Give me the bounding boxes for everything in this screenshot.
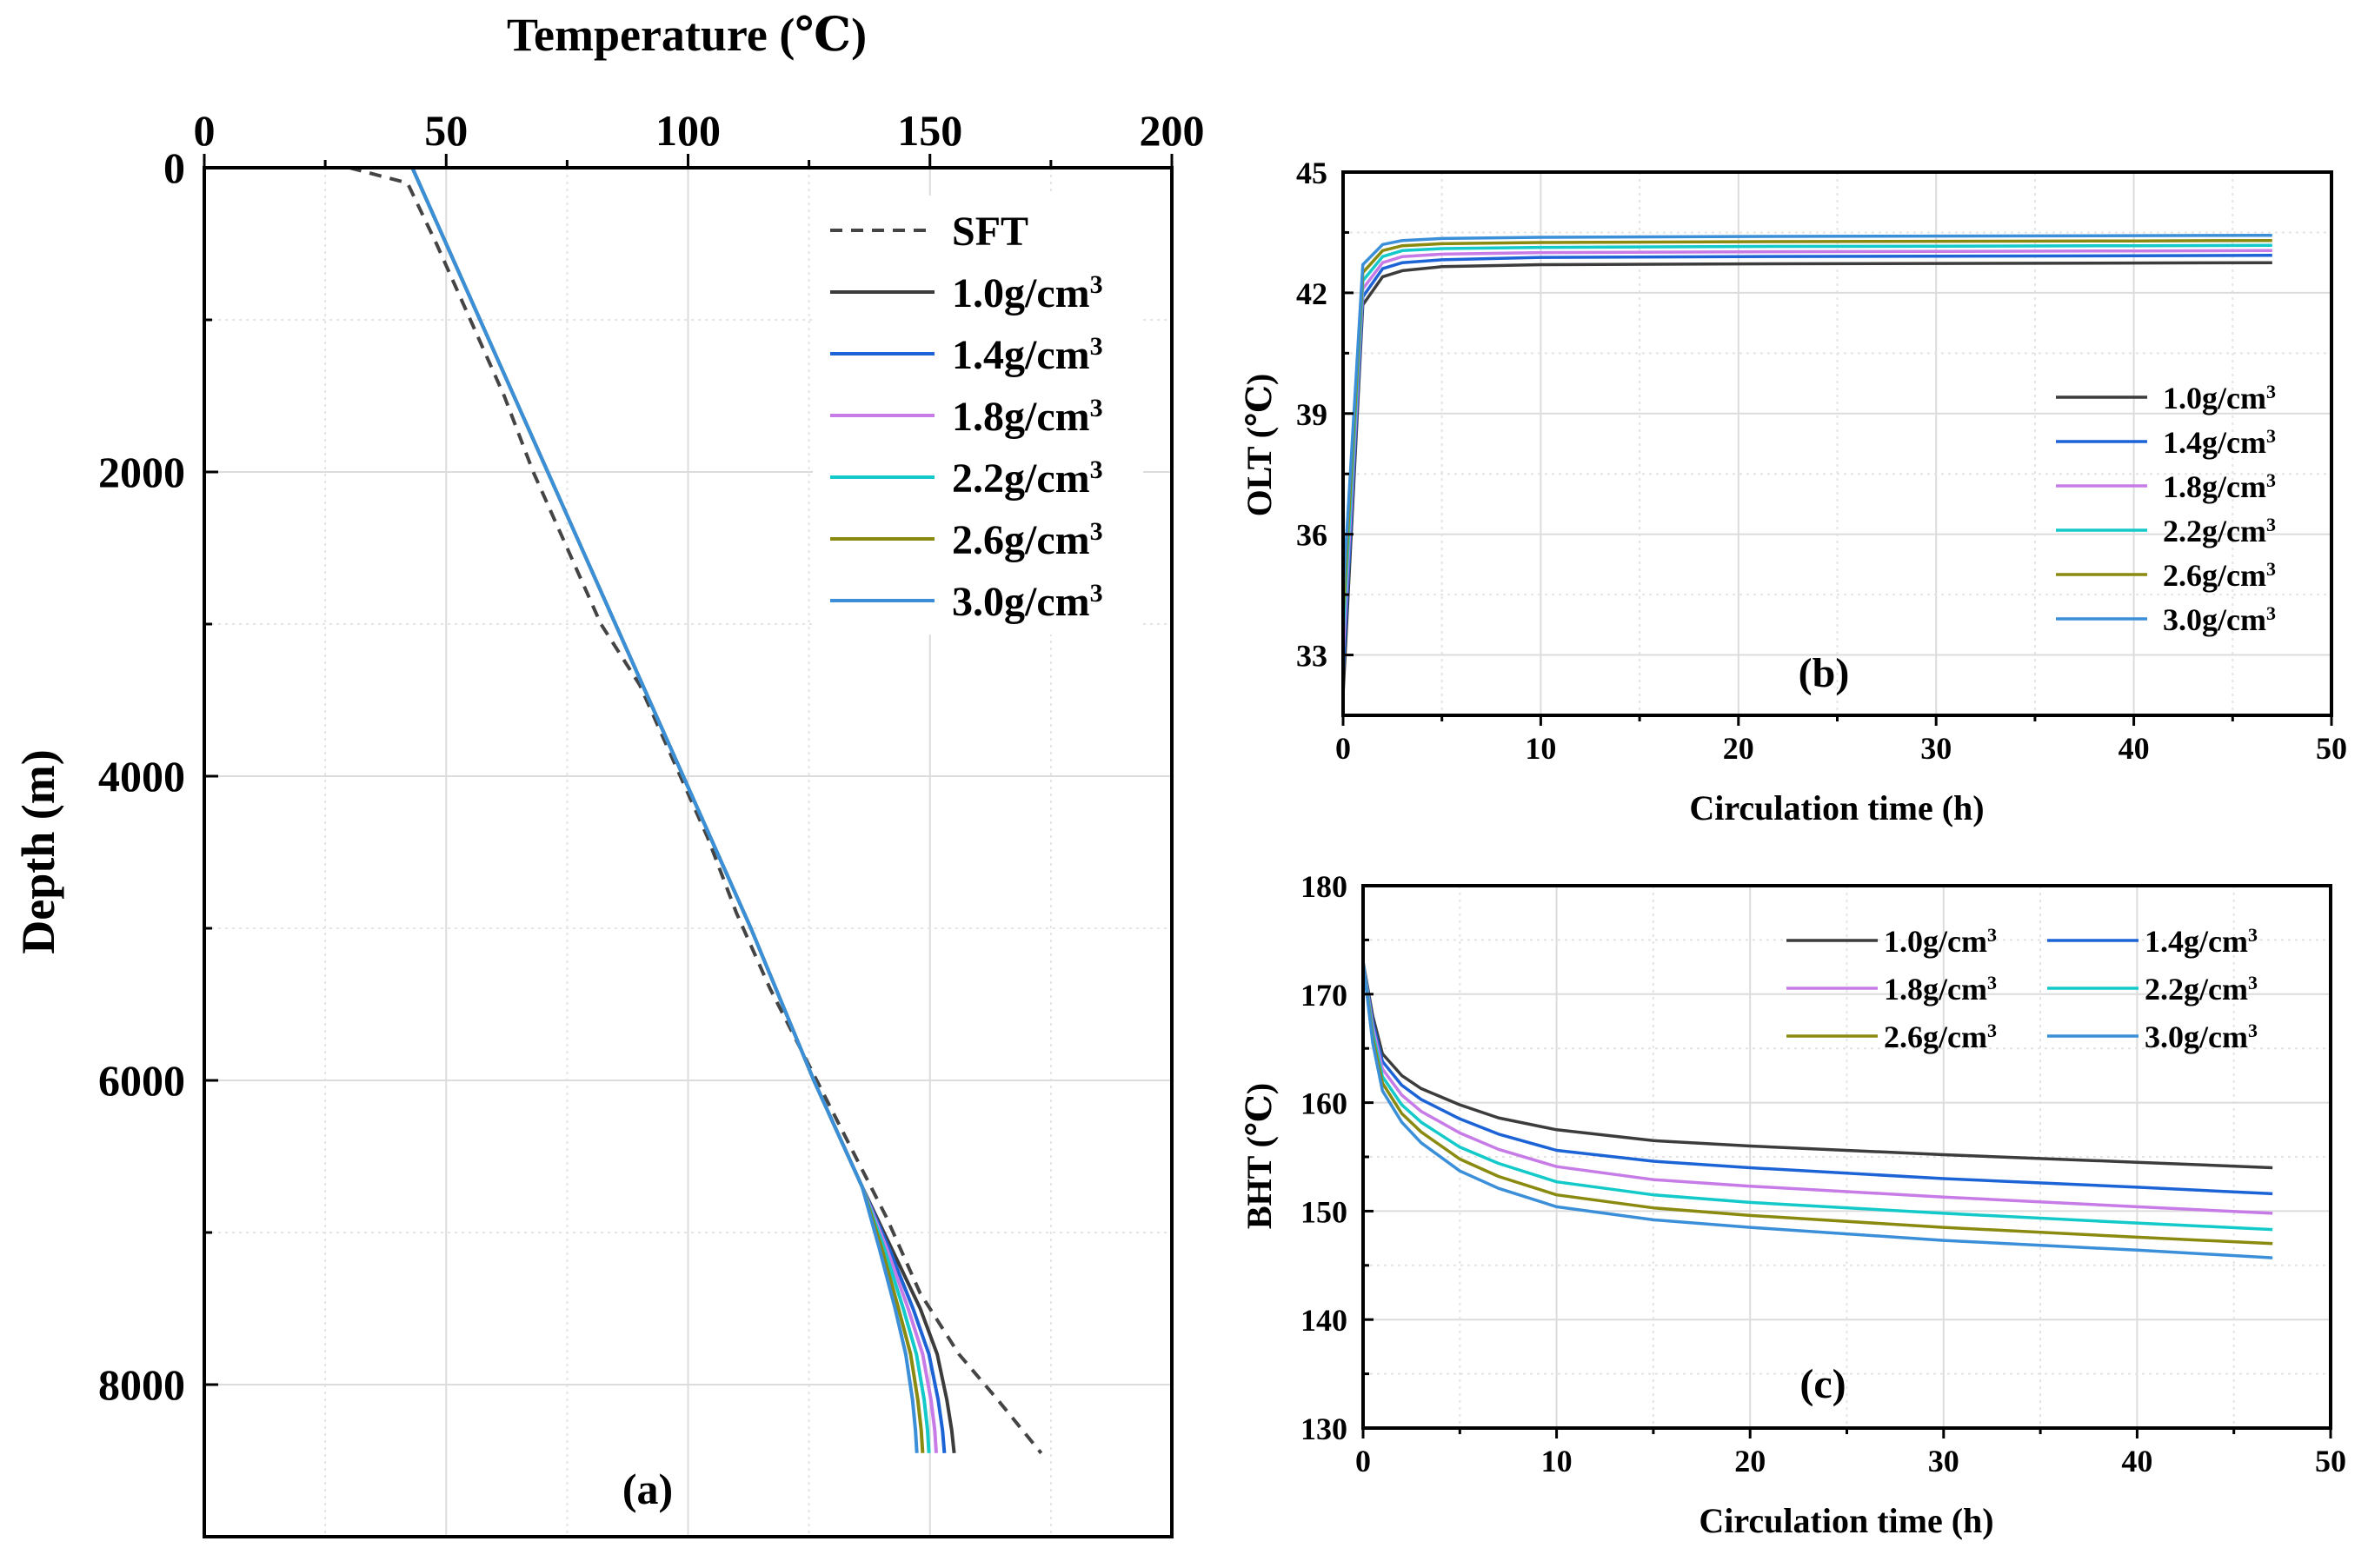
x-axis-title-c: Circulation time (h) <box>1699 1501 1993 1540</box>
x-tick-label-c: 20 <box>1734 1444 1766 1478</box>
legend-label-1-2: 1.8g/cm3 <box>2163 469 2276 505</box>
legend-label-2-3: 2.2g/cm3 <box>2145 972 2258 1007</box>
legend-label-1-5: 3.0g/cm3 <box>2163 602 2276 638</box>
legend-label-0-4: 2.2g/cm3 <box>952 455 1103 502</box>
x-tick-label-b: 20 <box>1723 731 1754 766</box>
legend-label-1-1: 1.4g/cm3 <box>2163 425 2276 461</box>
panel-label-b: (b) <box>1799 650 1850 696</box>
series-line-c-4 <box>1361 961 2273 1246</box>
y-tick-label-a: 6000 <box>98 1056 185 1105</box>
x-tick-label-b: 10 <box>1525 731 1556 766</box>
series-line-c-1 <box>1361 961 2273 1196</box>
legend-label-1-4: 2.6g/cm3 <box>2163 558 2276 594</box>
y-tick-label-a: 4000 <box>98 752 185 801</box>
series-line-b-5 <box>1341 233 2272 595</box>
y-tick-label-b: 33 <box>1296 639 1327 674</box>
x-tick-label-b: 40 <box>2119 731 2150 766</box>
legend-b: 1.0g/cm3 1.4g/cm3 1.8g/cm3 2.2g/cm3 2.6g/cm3… <box>2056 381 2276 638</box>
ticks-b: 0 10 20 30 40 50 33 36 39 42 45 <box>1296 156 2347 766</box>
series-line-a-0 <box>349 166 1043 1455</box>
legend-c: 1.0g/cm3 1.4g/cm3 1.8g/cm3 2.2g/cm3 2.6g/cm3… <box>1786 924 2258 1055</box>
legend-label-2-0: 1.0g/cm3 <box>1884 924 1997 960</box>
series-line-b-3 <box>1341 243 2272 635</box>
x-axis-title-a: Temperature (℃) <box>507 9 867 61</box>
x-tick-label-c: 50 <box>2315 1444 2346 1478</box>
y-tick-label-b: 39 <box>1296 397 1327 432</box>
panel-b: 0 10 20 30 40 50 33 36 39 42 45 Circulation time (… <box>1240 156 2347 827</box>
legend-label-0-5: 2.6g/cm3 <box>952 517 1103 564</box>
legend-label-0-6: 3.0g/cm3 <box>952 579 1103 626</box>
y-tick-label-c: 140 <box>1300 1303 1347 1338</box>
series-c <box>1361 961 2273 1259</box>
series-line-c-5 <box>1361 961 2273 1259</box>
legend-label-2-1: 1.4g/cm3 <box>2145 924 2258 960</box>
legend-label-1-3: 2.2g/cm3 <box>2163 514 2276 549</box>
series-line-b-0 <box>1341 261 2272 695</box>
panel-label-a: (a) <box>622 1465 673 1513</box>
y-tick-label-c: 180 <box>1300 869 1347 904</box>
legend-label-0-2: 1.4g/cm3 <box>952 332 1103 379</box>
y-tick-label-b: 42 <box>1296 276 1327 311</box>
y-tick-label-c: 170 <box>1300 978 1347 1013</box>
panel-label-c: (c) <box>1799 1361 1846 1407</box>
series-a <box>349 166 1043 1455</box>
legend-a: SFT 1.0g/cm3 1.4g/cm3 1.8g/cm3 2.2g/cm3 2.6g/… <box>813 196 1143 635</box>
x-tick-label-b: 0 <box>1335 731 1351 766</box>
x-tick-label-c: 0 <box>1355 1444 1371 1478</box>
ticks-c: 0 10 20 30 40 50 130 140 150 160 170 180 <box>1300 869 2346 1478</box>
grid-a <box>204 168 1172 1537</box>
x-tick-label-a: 200 <box>1140 106 1205 155</box>
series-line-c-2 <box>1361 961 2273 1215</box>
legend-label-0-1: 1.0g/cm3 <box>952 270 1103 317</box>
x-tick-label-b: 50 <box>2316 731 2347 766</box>
legend-label-2-4: 2.6g/cm3 <box>1884 1020 1997 1055</box>
y-tick-label-b: 36 <box>1296 518 1327 553</box>
series-line-b-4 <box>1341 238 2272 615</box>
x-tick-label-a: 0 <box>194 106 216 155</box>
series-b <box>1341 233 2272 695</box>
y-tick-label-b: 45 <box>1296 156 1327 190</box>
x-tick-label-b: 30 <box>1920 731 1952 766</box>
x-tick-label-a: 100 <box>655 106 721 155</box>
series-line-b-2 <box>1341 249 2272 655</box>
legend-label-2-5: 3.0g/cm3 <box>2145 1020 2258 1055</box>
y-tick-label-a: 2000 <box>98 448 185 496</box>
y-tick-label-c: 130 <box>1300 1412 1347 1446</box>
y-axis-title-c: BHT (℃) <box>1240 1083 1279 1229</box>
y-axis-title-b: OLT (℃) <box>1240 374 1279 517</box>
legend-label-0-0: SFT <box>952 209 1028 255</box>
y-axis-title-a: Depth (m) <box>12 749 64 953</box>
x-axis-title-b: Circulation time (h) <box>1689 788 1984 827</box>
panel-c: 0 10 20 30 40 50 130 140 150 160 170 180 Circulatio… <box>1240 869 2346 1540</box>
y-tick-label-c: 150 <box>1300 1194 1347 1229</box>
x-tick-label-c: 40 <box>2121 1444 2152 1478</box>
legend-label-0-3: 1.8g/cm3 <box>952 394 1103 441</box>
series-line-a-6 <box>410 167 919 1453</box>
x-tick-label-a: 150 <box>897 106 962 155</box>
legend-label-2-2: 1.8g/cm3 <box>1884 972 1997 1007</box>
x-tick-label-a: 50 <box>424 106 468 155</box>
x-tick-label-c: 10 <box>1541 1444 1573 1478</box>
series-line-c-0 <box>1361 961 2273 1170</box>
x-tick-label-c: 30 <box>1928 1444 1959 1478</box>
y-tick-label-a: 8000 <box>98 1360 185 1409</box>
legend-label-1-0: 1.0g/cm3 <box>2163 381 2276 416</box>
y-tick-label-a: 0 <box>163 143 185 192</box>
series-line-b-1 <box>1341 254 2272 675</box>
y-tick-label-c: 160 <box>1300 1086 1347 1121</box>
